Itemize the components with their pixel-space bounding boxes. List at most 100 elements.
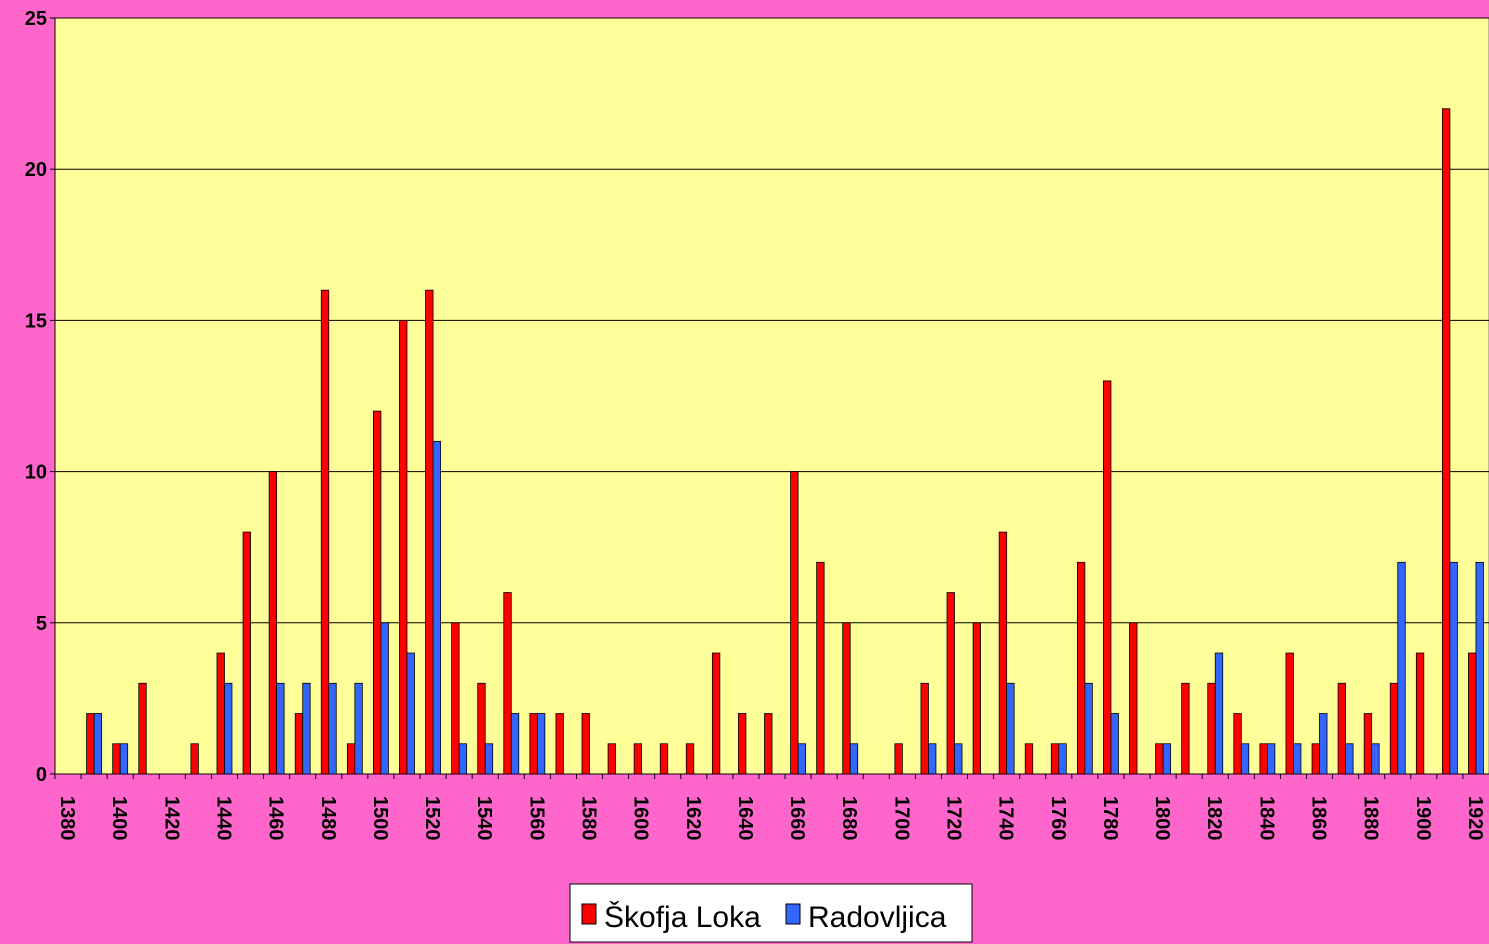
bar — [1076, 561, 1086, 775]
bar — [320, 289, 330, 775]
bar — [503, 592, 512, 775]
bar — [529, 713, 538, 775]
plot-area — [54, 17, 1489, 775]
x-tick-label: 1680 — [838, 796, 860, 841]
bar — [93, 713, 103, 775]
x-tick-label: 1420 — [160, 796, 182, 841]
bar — [484, 743, 494, 775]
x-tick-label: 1800 — [1151, 796, 1173, 841]
bar — [1397, 561, 1406, 775]
bar — [302, 682, 311, 775]
bar — [86, 713, 95, 775]
x-tick-label: 1820 — [1203, 796, 1225, 841]
bar — [399, 319, 408, 775]
x-tick-label: 1860 — [1308, 796, 1330, 841]
bar — [510, 713, 520, 775]
bar — [268, 471, 278, 775]
x-tick-label: 1440 — [212, 796, 234, 841]
bar — [1415, 652, 1425, 775]
bar — [1441, 108, 1451, 775]
x-tick-label: 1660 — [786, 796, 808, 841]
bar — [1363, 713, 1373, 775]
bar — [607, 743, 616, 775]
x-tick-label: 1380 — [56, 796, 78, 841]
x-tick-label: 1620 — [682, 796, 704, 841]
x-tick-label: 1900 — [1412, 796, 1434, 841]
x-tick-label: 1740 — [995, 796, 1017, 841]
bar — [816, 561, 825, 775]
bar — [536, 713, 546, 775]
bar — [1129, 622, 1138, 775]
x-tick-label: 1480 — [317, 796, 339, 841]
bar — [276, 682, 285, 775]
bar — [477, 682, 486, 775]
bar — [946, 592, 955, 775]
bar — [1240, 743, 1250, 775]
x-tick-label: 1600 — [630, 796, 652, 841]
bar — [1266, 743, 1276, 775]
bar — [380, 622, 389, 775]
y-tick-label: 10 — [25, 462, 47, 484]
bar — [842, 622, 851, 775]
x-tick-label: 1580 — [577, 796, 599, 841]
bar — [849, 743, 859, 775]
bar — [406, 652, 415, 775]
bar — [1468, 652, 1477, 775]
bar — [1371, 743, 1380, 775]
bar — [1285, 652, 1294, 775]
x-tick-label: 1780 — [1099, 796, 1121, 841]
bar — [1155, 743, 1164, 775]
bar — [138, 682, 147, 775]
bar — [797, 743, 806, 775]
bar — [458, 743, 468, 775]
bar — [1058, 743, 1067, 775]
bar — [1006, 682, 1015, 775]
bar — [1233, 713, 1242, 775]
y-tick-label: 5 — [36, 613, 47, 635]
bar — [998, 531, 1008, 775]
bar — [294, 713, 304, 775]
x-tick-label: 1520 — [421, 796, 443, 841]
bar — [1214, 652, 1224, 775]
bar — [425, 289, 434, 775]
bar — [190, 743, 199, 775]
bar — [738, 713, 747, 775]
y-tick-label: 15 — [25, 310, 47, 332]
bar — [1103, 380, 1112, 775]
bar — [1207, 682, 1216, 775]
y-tick-label: 20 — [25, 159, 47, 181]
y-tick-label: 25 — [25, 8, 47, 30]
bar — [894, 743, 903, 775]
bar — [451, 622, 460, 775]
bar — [764, 713, 773, 775]
legend-box — [569, 883, 973, 943]
bar — [1337, 682, 1346, 775]
bar — [1319, 713, 1328, 775]
bar — [555, 713, 564, 775]
x-tick-label: 1500 — [369, 796, 391, 841]
bar — [242, 531, 251, 775]
x-tick-label: 1880 — [1360, 796, 1382, 841]
bar — [119, 743, 129, 775]
bar — [920, 682, 929, 775]
bar — [373, 410, 382, 775]
bar — [216, 652, 225, 775]
legend-label: Radovljica — [808, 901, 947, 934]
bar — [224, 682, 233, 775]
bar — [1475, 561, 1484, 775]
bar — [1162, 743, 1171, 775]
legend-swatch — [581, 903, 597, 925]
bar — [928, 743, 937, 775]
x-tick-label: 1840 — [1255, 796, 1277, 841]
bar — [1345, 743, 1354, 775]
bar — [972, 622, 981, 775]
x-tick-label: 1400 — [108, 796, 130, 841]
bar — [432, 440, 441, 775]
x-tick-label: 1560 — [525, 796, 547, 841]
x-tick-label: 1460 — [265, 796, 287, 841]
bar — [354, 682, 363, 775]
bar — [954, 743, 963, 775]
bar — [1181, 682, 1190, 775]
